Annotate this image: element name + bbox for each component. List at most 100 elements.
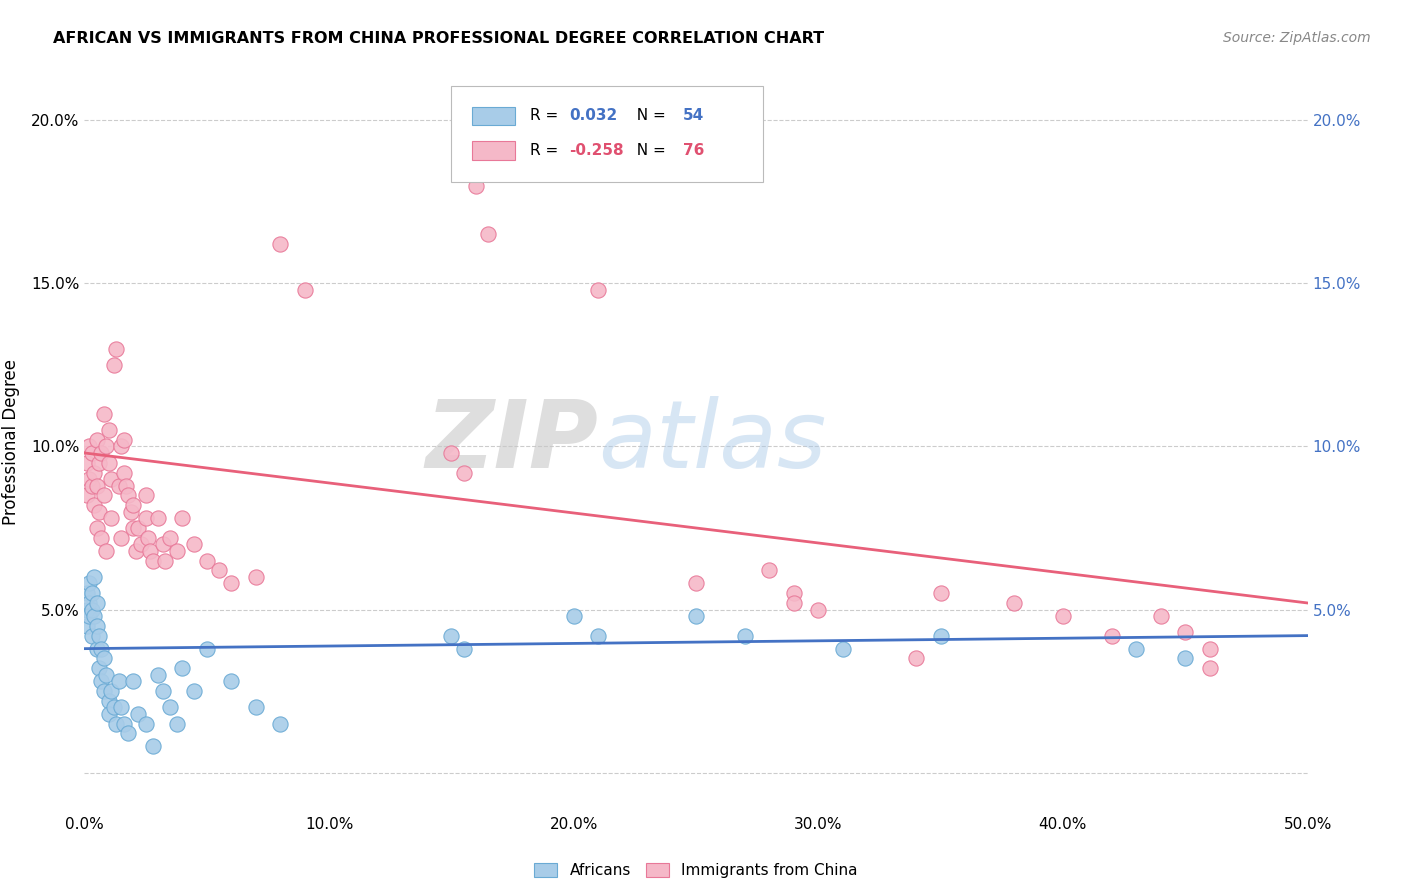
Text: R =: R = (530, 143, 562, 158)
Point (86, 521, 108, 535)
Point (172, 511, 194, 525)
Point (440, 629, 463, 643)
Point (905, 651, 928, 665)
Point (135, 511, 157, 525)
Point (146, 667, 169, 681)
Point (87, 661, 110, 675)
Point (100, 511, 122, 525)
Point (76, 586, 98, 600)
Point (453, 641, 475, 656)
Point (96, 543, 118, 558)
Point (929, 586, 952, 600)
Point (86, 433, 108, 447)
Point (80, 629, 103, 643)
Point (97, 694, 120, 708)
FancyBboxPatch shape (451, 87, 763, 183)
Point (117, 726, 139, 740)
Point (83, 570, 105, 584)
Point (453, 466, 475, 480)
Point (122, 498, 145, 512)
Text: N =: N = (627, 143, 671, 158)
Point (734, 629, 756, 643)
Point (122, 674, 145, 689)
Point (93, 488, 115, 502)
Point (129, 537, 152, 551)
Point (107, 674, 129, 689)
Point (77, 609, 100, 624)
Text: R =: R = (530, 108, 562, 123)
Point (152, 684, 174, 698)
Point (146, 511, 169, 525)
Point (76, 456, 98, 470)
Point (1101, 629, 1123, 643)
Text: 76: 76 (682, 143, 704, 158)
Point (97, 456, 120, 470)
Point (929, 629, 952, 643)
Point (127, 706, 149, 721)
Point (1002, 596, 1025, 610)
Point (139, 543, 162, 558)
Point (77, 596, 100, 610)
Point (87, 629, 110, 643)
Point (77, 439, 100, 453)
Point (245, 570, 267, 584)
Point (125, 543, 148, 558)
Y-axis label: Professional Degree: Professional Degree (1, 359, 20, 524)
Point (103, 358, 125, 372)
Point (86, 478, 108, 492)
Text: atlas: atlas (598, 396, 827, 487)
Point (685, 576, 707, 591)
Point (77, 576, 100, 591)
Point (758, 563, 780, 577)
FancyBboxPatch shape (472, 106, 515, 125)
Point (166, 543, 188, 558)
Point (80, 602, 103, 616)
Point (96, 667, 118, 681)
Point (86, 641, 108, 656)
Point (97, 706, 120, 721)
Point (208, 563, 231, 577)
Point (142, 739, 165, 754)
Point (115, 478, 138, 492)
Point (152, 537, 174, 551)
Point (96, 439, 118, 453)
Point (105, 716, 128, 731)
Text: 54: 54 (682, 108, 704, 123)
FancyBboxPatch shape (472, 141, 515, 160)
Point (195, 553, 218, 567)
Point (105, 342, 128, 356)
Point (86, 619, 108, 633)
Point (245, 700, 267, 714)
Point (90, 641, 112, 656)
Point (110, 700, 132, 714)
Point (562, 126, 585, 140)
Point (1174, 651, 1197, 665)
Point (80, 478, 103, 492)
Point (464, 178, 486, 193)
Point (112, 716, 135, 731)
Point (76, 602, 98, 616)
Point (93, 407, 115, 421)
Point (87, 456, 110, 470)
Point (172, 661, 194, 675)
Text: Source: ZipAtlas.com: Source: ZipAtlas.com (1223, 31, 1371, 45)
Point (1125, 641, 1147, 656)
Point (90, 446, 112, 460)
Point (159, 531, 181, 545)
Point (83, 466, 105, 480)
Point (1150, 609, 1173, 624)
Point (77, 472, 100, 486)
Point (135, 716, 157, 731)
Point (1198, 641, 1220, 656)
Legend: Africans, Immigrants from China: Africans, Immigrants from China (534, 863, 858, 878)
Point (135, 488, 157, 502)
Point (112, 466, 135, 480)
Point (142, 553, 165, 567)
Point (127, 521, 149, 535)
Point (107, 478, 129, 492)
Point (87, 505, 110, 519)
Point (117, 488, 139, 502)
Point (269, 237, 291, 252)
Point (83, 498, 105, 512)
Point (90, 531, 112, 545)
